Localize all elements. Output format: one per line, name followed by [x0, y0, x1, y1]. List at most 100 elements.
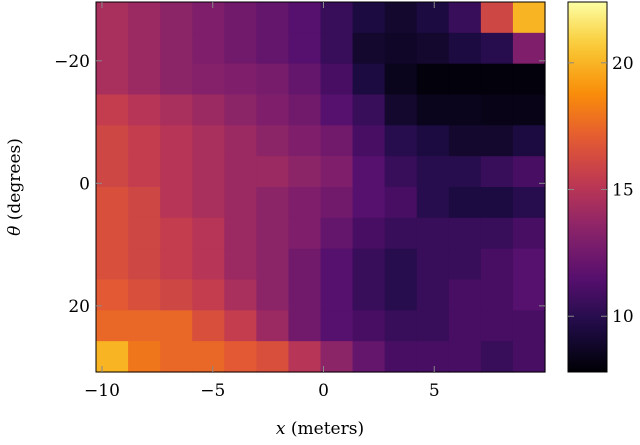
heatmap-cell: [160, 310, 193, 342]
heatmap-cell: [128, 279, 161, 311]
heatmap-cell: [320, 2, 354, 34]
heatmap-cell: [256, 187, 290, 219]
heatmap-cell: [160, 125, 193, 157]
heatmap-cells: [96, 2, 546, 373]
heatmap-cell: [288, 279, 322, 311]
heatmap-cell: [160, 32, 193, 65]
heatmap-cell: [352, 32, 386, 65]
heatmap-cell: [512, 187, 546, 219]
heatmap-cell: [256, 248, 290, 281]
heatmap-cell: [320, 187, 354, 219]
heatmap-cell: [480, 341, 514, 373]
heatmap-cell: [288, 217, 322, 250]
heatmap-cell: [256, 310, 290, 342]
heatmap-cell: [160, 63, 193, 96]
heatmap-cell: [512, 310, 546, 342]
heatmap-cell: [448, 156, 482, 188]
plot-frame: [95, 1, 546, 373]
heatmap-cell: [352, 63, 386, 96]
heatmap-cell: [192, 94, 225, 126]
heatmap-cell: [512, 217, 546, 250]
heatmap-cell: [224, 32, 257, 65]
heatmap-cell: [352, 248, 386, 281]
heatmap-cell: [320, 63, 354, 96]
y-axis-ticks: 20 0 −20: [54, 52, 545, 317]
colorbar-tick-label: 10: [612, 307, 634, 327]
heatmap-cell: [128, 156, 161, 188]
heatmap-cell: [384, 156, 418, 188]
heatmap-cell: [96, 2, 129, 34]
heatmap-cell: [416, 32, 450, 65]
y-tick-label: 0: [79, 174, 90, 194]
heatmap-cell: [96, 156, 129, 188]
heatmap-cell: [320, 279, 354, 311]
heatmap-cell: [512, 125, 546, 157]
heatmap-cell: [192, 2, 225, 34]
heatmap-cell: [384, 2, 418, 34]
heatmap-cell: [320, 94, 354, 126]
heatmap-cell: [288, 341, 322, 373]
heatmap-cell: [416, 217, 450, 250]
heatmap-cell: [448, 94, 482, 126]
heatmap-cell: [416, 310, 450, 342]
heatmap-cell: [96, 32, 129, 65]
heatmap-cell: [320, 310, 354, 342]
heatmap-cell: [128, 32, 161, 65]
heatmap-cell: [224, 217, 257, 250]
heatmap-cell: [320, 156, 354, 188]
heatmap-cell: [384, 94, 418, 126]
colorbar-tick-label: 20: [612, 54, 634, 74]
heatmap-cell: [160, 94, 193, 126]
heatmap-cell: [288, 187, 322, 219]
heatmap-cell: [192, 63, 225, 96]
heatmap-cell: [480, 125, 514, 157]
heatmap-cell: [128, 125, 161, 157]
heatmap-cell: [160, 187, 193, 219]
heatmap-cell: [384, 63, 418, 96]
heatmap-cell: [480, 279, 514, 311]
heatmap-cell: [288, 63, 322, 96]
colorbar-tick-label: 15: [612, 181, 634, 201]
heatmap-cell: [448, 248, 482, 281]
heatmap-cell: [256, 94, 290, 126]
heatmap-cell: [128, 187, 161, 219]
heatmap-cell: [448, 341, 482, 373]
heatmap-cell: [512, 94, 546, 126]
heatmap-cell: [384, 279, 418, 311]
heatmap-cell: [448, 125, 482, 157]
heatmap-cell: [96, 63, 129, 96]
heatmap-cell: [448, 217, 482, 250]
heatmap-cell: [384, 217, 418, 250]
heatmap-cell: [384, 125, 418, 157]
y-axis-label: θ (degrees): [5, 138, 25, 236]
heatmap-cell: [160, 248, 193, 281]
heatmap-cell: [288, 156, 322, 188]
heatmap-cell: [320, 125, 354, 157]
heatmap-cell: [448, 187, 482, 219]
heatmap-cell: [224, 341, 257, 373]
heatmap-cell: [160, 217, 193, 250]
x-axis-label: x (meters): [276, 419, 364, 439]
heatmap-cell: [416, 156, 450, 188]
heatmap-cell: [192, 310, 225, 342]
heatmap-cell: [96, 248, 129, 281]
heatmap-cell: [480, 2, 514, 34]
heatmap-cell: [512, 341, 546, 373]
heatmap-cell: [320, 341, 354, 373]
heatmap-cell: [128, 63, 161, 96]
heatmap-cell: [224, 248, 257, 281]
heatmap-cell: [192, 187, 225, 219]
heatmap-cell: [96, 125, 129, 157]
heatmap-cell: [256, 125, 290, 157]
heatmap-cell: [288, 94, 322, 126]
heatmap-cell: [320, 248, 354, 281]
heatmap-cell: [224, 187, 257, 219]
heatmap-cell: [192, 125, 225, 157]
heatmap-cell: [352, 279, 386, 311]
heatmap-cell: [288, 310, 322, 342]
heatmap-cell: [224, 94, 257, 126]
heatmap-cell: [224, 156, 257, 188]
colorbar-ticks: 20 15 10: [568, 54, 634, 327]
heatmap-cell: [192, 248, 225, 281]
